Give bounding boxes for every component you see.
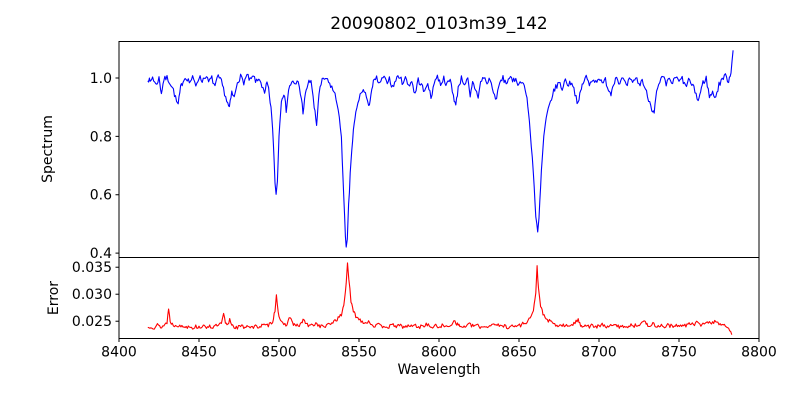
x-tick-label: 8650 [501,345,537,361]
error-y-tick-label: 0.035 [72,260,112,276]
x-tick-label: 8450 [181,345,217,361]
spectrum-panel-border [118,41,760,258]
x-tick-label: 8750 [661,345,697,361]
y-axis-label-spectrum: Spectrum [40,115,56,183]
chart-title: 20090802_0103m39_142 [330,14,548,34]
spectrum-y-tick-label: 0.4 [90,246,112,262]
x-axis-label: Wavelength [397,362,481,378]
y-axis-label-error: Error [46,280,62,316]
spectrum-y-tick-label: 1.0 [90,71,112,87]
x-tick-label: 8400 [101,345,137,361]
error-y-tick-label: 0.030 [72,287,112,303]
x-tick-label: 8550 [341,345,377,361]
x-tick-label: 8600 [421,345,457,361]
x-tick-label: 8800 [741,345,777,361]
spectrum-y-tick-label: 0.6 [90,188,112,204]
spectrum-line [147,50,734,248]
spectrum-y-tick-label: 0.8 [90,129,112,145]
error-line [147,262,733,335]
error-y-tick-label: 0.025 [72,314,112,330]
x-tick-label: 8700 [581,345,617,361]
x-tick-label: 8500 [261,345,297,361]
